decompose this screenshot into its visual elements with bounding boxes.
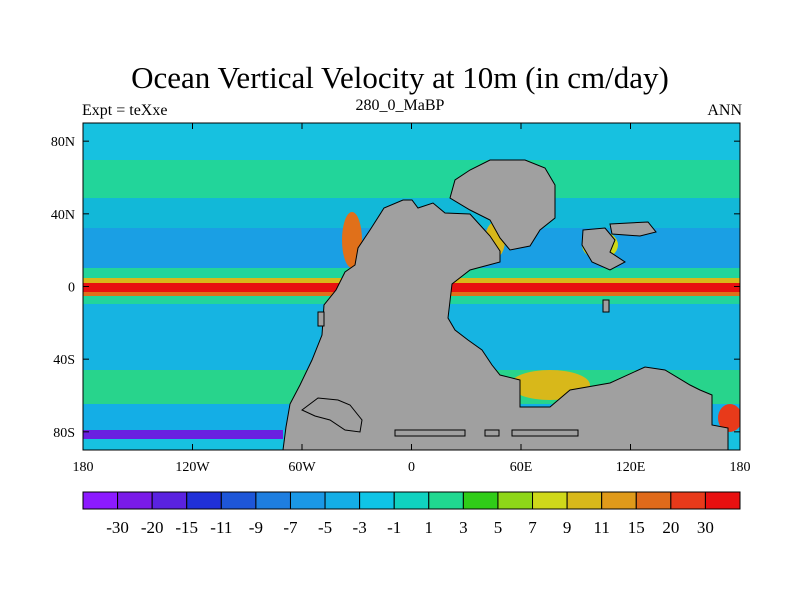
land-antarctic-strip-1	[394, 429, 466, 437]
ocean-band-polar-downwelling	[83, 430, 283, 439]
chart-title: Ocean Vertical Velocity at 10m (in cm/da…	[131, 60, 669, 95]
colorbar-label: 1	[425, 518, 434, 537]
colorbar-swatch	[289, 491, 326, 510]
colorbar-swatch	[428, 491, 464, 510]
lon-tick-label: 0	[408, 460, 415, 475]
colorbar-label: 5	[494, 518, 503, 537]
lat-tick-label: 40N	[51, 208, 75, 223]
colorbar-swatch	[82, 491, 119, 510]
lon-tick-label: 60E	[510, 460, 533, 475]
land-antarctic-strip-3	[511, 429, 579, 437]
colorbar-swatch	[151, 491, 188, 510]
colorbar-label: 15	[628, 518, 645, 537]
lon-tick-label: 180	[73, 460, 94, 475]
colorbar-label: 11	[593, 518, 609, 537]
colorbar-swatch	[670, 491, 706, 510]
colorbar-label: -5	[318, 518, 332, 537]
period-label: 280_0_MaBP	[355, 97, 445, 114]
lat-tick-label: 0	[68, 281, 75, 296]
lat-tick-label: 80S	[53, 426, 75, 441]
colorbar-label: -30	[106, 518, 129, 537]
colorbar-swatch	[601, 491, 637, 510]
ocean-band-north-upwelling	[83, 160, 740, 198]
land-pangea-main	[282, 199, 729, 450]
colorbar-swatch	[393, 491, 430, 510]
colorbar-label: -11	[210, 518, 232, 537]
land-south-island	[301, 397, 363, 433]
colorbar-swatch	[117, 491, 153, 510]
colorbar-label: -3	[353, 518, 367, 537]
colorbar-label: 9	[563, 518, 572, 537]
colorbar-swatch	[359, 491, 395, 510]
land-east-block	[581, 227, 626, 271]
land-small-island-2	[317, 311, 325, 327]
colorbar-label: 30	[697, 518, 714, 537]
colorbar-label: -7	[283, 518, 298, 537]
colorbar-swatch	[566, 491, 603, 510]
colorbar-swatch	[497, 491, 534, 510]
colorbar-label: 20	[662, 518, 679, 537]
experiment-label: Expt = teXxe	[82, 102, 168, 119]
season-label: ANN	[707, 102, 742, 119]
colorbar-label: 3	[459, 518, 468, 537]
lon-tick-label: 120W	[175, 460, 210, 475]
land-antarctic-strip-2	[484, 429, 500, 437]
colorbar-swatch	[324, 491, 361, 510]
lon-tick-label: 120E	[616, 460, 646, 475]
colorbar-swatch	[255, 491, 291, 510]
land-east-strip	[609, 221, 657, 237]
colorbar-swatch	[220, 491, 257, 510]
colorbar-swatch	[462, 491, 499, 510]
colorbar-label: 7	[528, 518, 537, 537]
colorbar-label: -9	[249, 518, 263, 537]
lon-tick-label: 180	[730, 460, 751, 475]
colorbar-swatch	[635, 491, 672, 510]
colorbar-swatch	[704, 491, 741, 510]
colorbar-swatch	[532, 491, 568, 510]
upwelling-east-edge	[718, 404, 740, 432]
lat-tick-label: 80N	[51, 135, 75, 150]
land-small-island-1	[602, 299, 610, 313]
colorbar-label: -20	[141, 518, 164, 537]
lat-tick-label: 40S	[53, 353, 75, 368]
colorbar-label: -1	[387, 518, 401, 537]
colorbar-swatch	[186, 491, 222, 510]
colorbar-label: -15	[175, 518, 198, 537]
lon-tick-label: 60W	[288, 460, 316, 475]
land-laurasia-north	[449, 159, 556, 251]
